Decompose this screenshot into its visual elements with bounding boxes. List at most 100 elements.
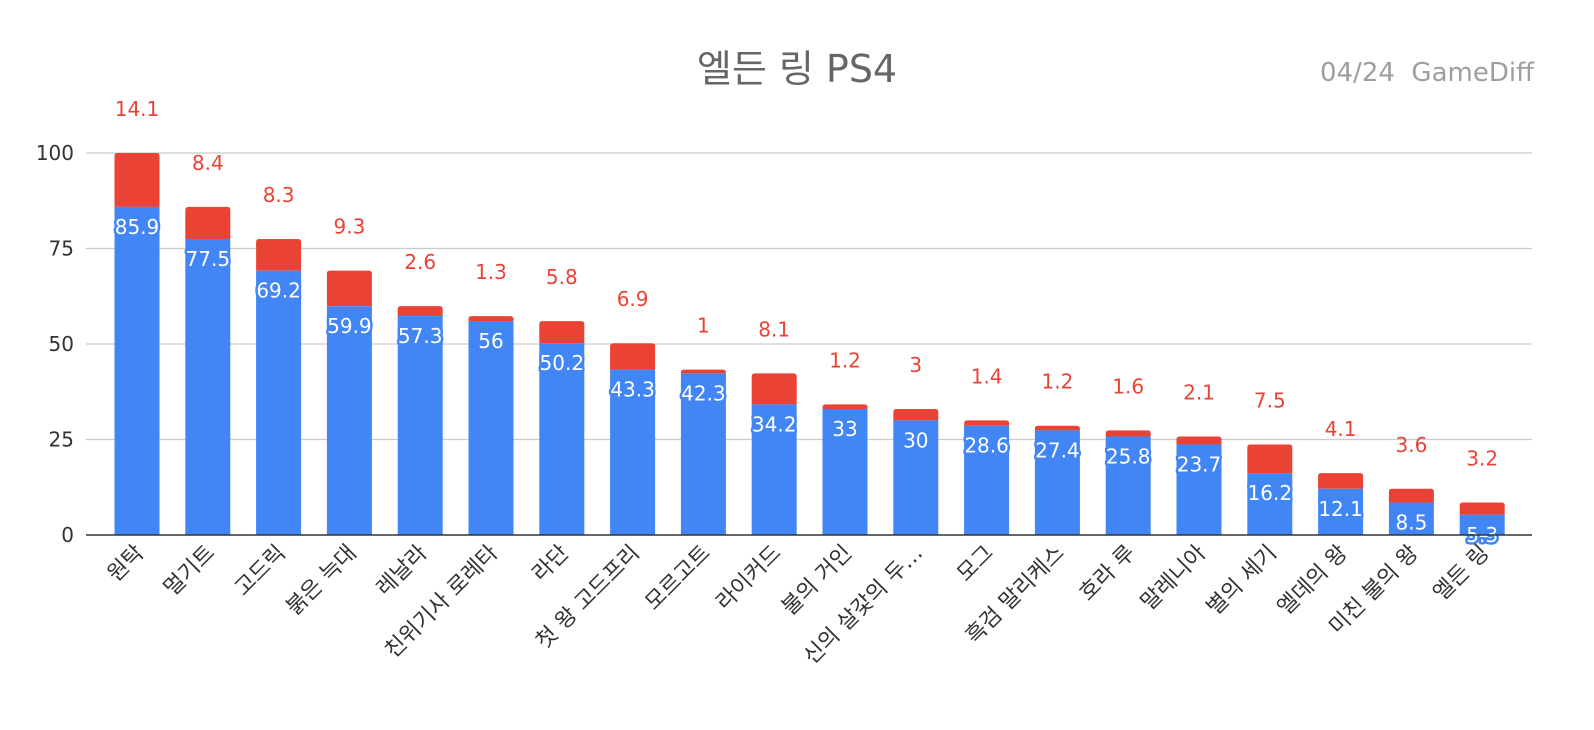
bar-base-segment [114, 206, 160, 535]
top-value-label: 3 [909, 353, 922, 377]
category-label: 신의 살갗의 두… [799, 541, 928, 670]
chart-title: 엘든 링 PS4 [696, 47, 898, 91]
category-label: 엘든 링 [1429, 541, 1495, 607]
bar-top-segment [468, 316, 514, 322]
base-value-label: 27.4 [1035, 438, 1080, 462]
top-value-label: 7.5 [1254, 388, 1286, 412]
category-label: 모그 [953, 541, 999, 587]
base-value-label: 25.8 [1106, 444, 1151, 468]
label-layer: 85.9 14.1 77.5 8.4 69.2 8.3 59.9 9.3 57.3 2.6 56 1.… [112, 97, 1500, 549]
base-value-label: 56 [478, 329, 503, 353]
category-label: 원탁 [103, 541, 149, 587]
bar-base-segment [1459, 514, 1505, 535]
base-value-label: 12.1 [1318, 497, 1363, 521]
top-value-label: 5.8 [546, 265, 578, 289]
bar-top-segment [610, 343, 656, 370]
bar-base-segment [893, 420, 939, 535]
top-value-label: 3.2 [1466, 447, 1498, 471]
bar-base-segment [964, 425, 1010, 535]
category-label: 라이커드 [712, 541, 787, 616]
bar-base-segment [256, 270, 302, 535]
bar-layer [114, 153, 1505, 535]
top-value-label: 14.1 [115, 97, 160, 121]
bar-top-segment [114, 153, 160, 207]
category-label: 라단 [528, 541, 574, 587]
bar-top-segment [185, 206, 231, 239]
bar-top-segment [751, 373, 797, 405]
bar-top-segment [1105, 430, 1151, 437]
grid-layer [86, 152, 1532, 441]
category-label: 모르고트 [641, 541, 716, 616]
bar-base-segment [185, 238, 231, 535]
bar-base-segment [1105, 436, 1151, 535]
y-tick-label: 50 [49, 332, 74, 356]
top-value-label: 1.4 [971, 364, 1003, 388]
base-value-label: 23.7 [1177, 452, 1222, 476]
top-value-label: 1.2 [1041, 370, 1073, 394]
top-value-label: 2.6 [404, 250, 436, 274]
top-value-label: 8.1 [758, 317, 790, 341]
category-label: 멀기트 [159, 541, 220, 602]
category-label: 말레니아 [1136, 541, 1211, 616]
y-tick-label: 25 [49, 428, 74, 452]
base-value-label: 8.5 [1395, 511, 1427, 535]
y-tick-label: 0 [61, 523, 74, 547]
top-value-label: 8.3 [263, 183, 295, 207]
bar-base-segment [1034, 430, 1080, 535]
bar-base-segment [610, 369, 656, 535]
y-tick-label: 75 [49, 237, 74, 261]
top-value-label: 1 [697, 314, 710, 338]
base-value-label: 85.9 [115, 215, 160, 239]
top-value-label: 1.3 [475, 260, 507, 284]
top-value-label: 1.2 [829, 348, 861, 372]
bar-top-segment [1176, 436, 1222, 445]
category-label: 호라 루 [1075, 541, 1141, 607]
bar-base-segment [539, 343, 585, 535]
bar-base-segment [822, 408, 868, 535]
bar-top-segment [1034, 425, 1080, 431]
category-label: 레날라 [372, 541, 433, 602]
bar-base-segment [468, 321, 514, 535]
category-label: 붉은 늑대 [282, 541, 362, 621]
bar-top-segment [397, 306, 443, 317]
bar-top-segment [893, 408, 939, 421]
bar-base-segment [397, 316, 443, 535]
base-value-label: 50.2 [540, 351, 585, 375]
base-value-label: 69.2 [256, 279, 301, 303]
base-value-label: 57.3 [398, 324, 443, 348]
bar-base-segment [1318, 488, 1364, 535]
bar-top-segment [822, 404, 868, 409]
bar-base-segment [751, 404, 797, 535]
bar-base-segment [1176, 444, 1222, 535]
base-value-label: 43.3 [610, 378, 655, 402]
bar-top-segment [256, 238, 302, 271]
base-value-label: 33 [832, 417, 857, 441]
bar-top-segment [964, 420, 1010, 426]
bar-top-segment [326, 270, 372, 307]
top-value-label: 6.9 [617, 287, 649, 311]
base-value-label: 30 [903, 428, 928, 452]
top-value-label: 9.3 [333, 215, 365, 239]
base-value-label: 77.5 [186, 247, 231, 271]
bar-base-segment [1247, 473, 1293, 535]
bar-top-segment [680, 369, 726, 374]
chart-subtitle: 04/24 GameDiff [1319, 58, 1534, 88]
top-value-label: 3.6 [1395, 433, 1427, 457]
bar-base-segment [326, 306, 372, 535]
base-value-label: 59.9 [327, 314, 372, 338]
base-value-label: 34.2 [752, 412, 797, 436]
base-value-label: 16.2 [1248, 481, 1293, 505]
base-value-label: 28.6 [964, 434, 1009, 458]
bar-base-segment [680, 373, 726, 535]
bar-top-segment [539, 321, 585, 344]
category-label: 고드릭 [230, 541, 291, 602]
bar-top-segment [1459, 502, 1505, 515]
bar-top-segment [1388, 488, 1434, 503]
bar-base-segment [1388, 502, 1434, 535]
bar-top-segment [1318, 473, 1364, 489]
top-value-label: 8.4 [192, 151, 224, 175]
y-tick-label: 100 [36, 141, 74, 165]
category-label: 별의 세기 [1202, 541, 1282, 621]
base-value-label: 42.3 [681, 381, 726, 405]
